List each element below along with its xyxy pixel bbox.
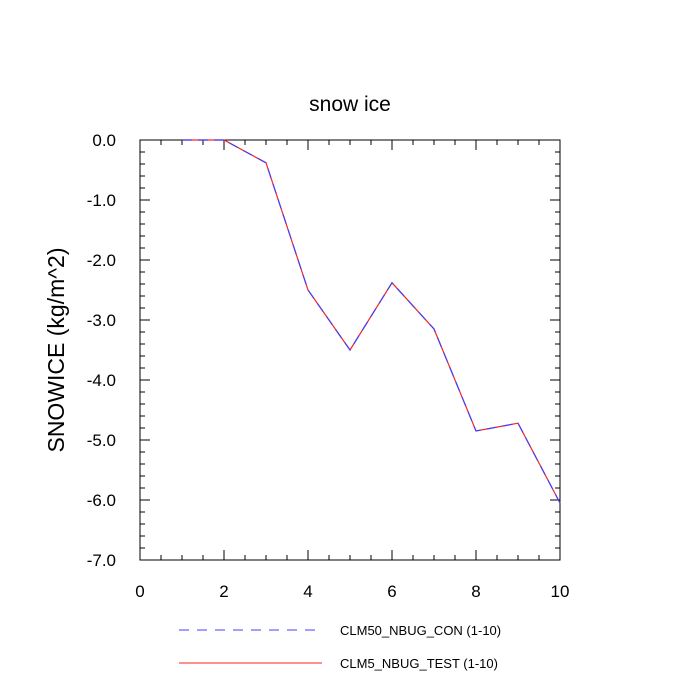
x-tick-label: 4 [303, 582, 312, 601]
x-tick-label: 8 [471, 582, 480, 601]
y-tick-label: -2.0 [87, 251, 116, 270]
series-line-2 [182, 139, 561, 504]
y-tick-label: -3.0 [87, 311, 116, 330]
series-line-1 [182, 139, 561, 504]
axes: 0 2 4 6 8 10 0.0 -1.0 -2.0 -3.0 -4.0 -5.0 -6.0 -7.0 [87, 131, 570, 601]
legend-label-2: CLM5_NBUG_TEST (1-10) [340, 656, 498, 671]
y-tick-label: -6.0 [87, 491, 116, 510]
chart-title: snow ice [309, 93, 391, 116]
legend: CLM50_NBUG_CON (1-10) CLM5_NBUG_TEST (1-1… [179, 623, 501, 671]
y-axis-label: SNOWICE (kg/m^2) [43, 247, 69, 452]
x-tick-label: 2 [219, 582, 228, 601]
series-group [182, 139, 561, 504]
y-tick-label: -7.0 [87, 551, 116, 570]
y-tick-label: 0.0 [92, 131, 116, 150]
y-tick-label: -5.0 [87, 431, 116, 450]
y-tick-label: -4.0 [87, 371, 116, 390]
x-tick-label: 0 [135, 582, 144, 601]
y-tick-label: -1.0 [87, 191, 116, 210]
x-tick-label: 6 [387, 582, 396, 601]
legend-label-1: CLM50_NBUG_CON (1-10) [340, 623, 501, 638]
x-tick-label: 10 [551, 582, 570, 601]
